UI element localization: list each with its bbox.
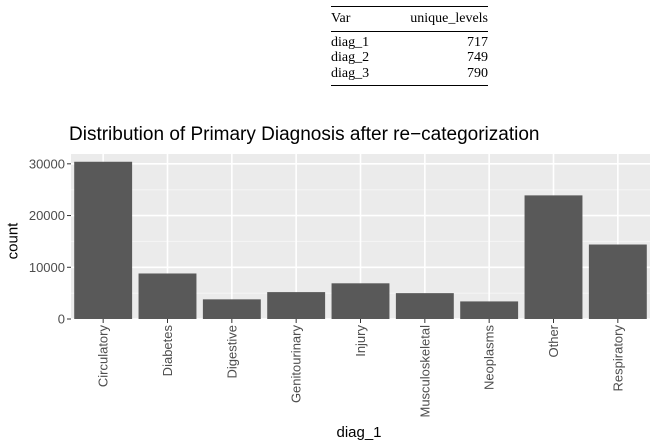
table-cell-levels: 790 xyxy=(467,65,488,81)
x-tick-label: Injury xyxy=(353,325,368,357)
x-tick-label: Other xyxy=(546,324,561,357)
x-tick-label: Genitourinary xyxy=(289,325,304,404)
bar-respiratory xyxy=(588,244,647,319)
table-row: diag_1 717 xyxy=(331,35,488,51)
table-bottom-rule xyxy=(331,85,488,86)
x-tick-label: Neoplasms xyxy=(482,325,497,391)
bar-diabetes xyxy=(138,273,197,319)
table-cell-levels: 749 xyxy=(467,50,488,65)
x-tick-label: Musculoskeletal xyxy=(417,325,432,418)
bar-musculoskeletal xyxy=(395,293,454,319)
bar-digestive xyxy=(202,299,261,319)
table-row: diag_3 790 xyxy=(331,66,488,82)
summary-table: Var unique_levels diag_1 717 diag_2 749 … xyxy=(331,6,488,86)
table-header-rule xyxy=(331,30,488,32)
bar-injury xyxy=(331,283,390,319)
x-tick-label: Digestive xyxy=(224,325,239,378)
table-header-var: Var xyxy=(331,11,351,26)
bar-circulatory xyxy=(74,161,133,319)
y-tick-label: 20000 xyxy=(29,208,65,223)
bar-other xyxy=(524,195,583,319)
table-cell-var: diag_2 xyxy=(331,50,370,65)
table-row: diag_2 749 xyxy=(331,50,488,66)
table-top-rule xyxy=(331,6,488,7)
x-axis-title: diag_1 xyxy=(336,424,382,441)
bar-neoplasms xyxy=(460,301,519,319)
x-tick-label: Diabetes xyxy=(160,325,175,377)
chart-title: Distribution of Primary Diagnosis after … xyxy=(69,124,540,145)
y-tick-label: 0 xyxy=(58,312,65,327)
table-cell-var: diag_3 xyxy=(331,65,370,81)
table-header-unique-levels: unique_levels xyxy=(410,11,488,26)
table-header-row: Var unique_levels xyxy=(331,11,488,27)
bar-genitourinary xyxy=(267,292,326,319)
y-tick-label: 10000 xyxy=(29,260,65,275)
x-tick-label: Respiratory xyxy=(610,325,625,392)
table-cell-levels: 717 xyxy=(467,34,488,50)
y-tick-label: 30000 xyxy=(29,156,65,171)
table-cell-var: diag_1 xyxy=(331,34,370,50)
x-tick-label: Circulatory xyxy=(96,325,111,388)
